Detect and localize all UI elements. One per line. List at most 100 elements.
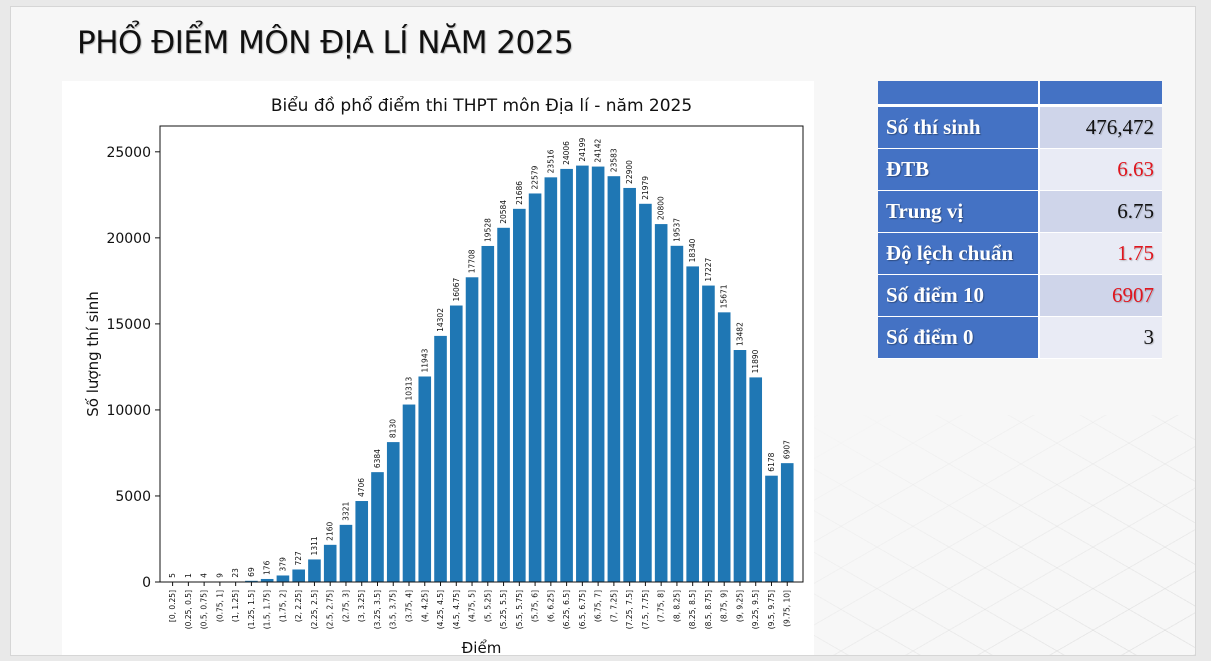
y-tick-label: 10000 xyxy=(106,403,151,419)
bar-value-label: 11890 xyxy=(751,349,760,373)
bar xyxy=(560,168,573,582)
x-tick-label: (6.25, 6.5] xyxy=(562,590,571,629)
bar xyxy=(339,524,353,582)
stats-row-candidates: Số thí sinh 476,472 xyxy=(878,107,1162,149)
bar xyxy=(528,193,542,582)
stats-row-mean: ĐTB 6.63 xyxy=(878,149,1162,191)
bar-value-label: 8130 xyxy=(389,419,398,438)
x-tick-label: (2.25, 2.5] xyxy=(310,590,319,629)
x-tick-label: (3, 3.25] xyxy=(357,590,366,622)
x-tick-label: (2.5, 2.75] xyxy=(326,590,335,629)
slide-title: PHỔ ĐIỂM MÔN ĐỊA LÍ NĂM 2025 xyxy=(77,25,574,61)
bar xyxy=(402,404,416,582)
bar-value-label: 21686 xyxy=(515,181,524,205)
x-axis-label: Điểm xyxy=(462,639,502,656)
x-tick-label: (9.75, 10] xyxy=(783,590,792,627)
bar xyxy=(323,544,337,582)
bar xyxy=(717,312,731,582)
x-tick-label: (2.75, 3] xyxy=(341,590,350,622)
y-tick-label: 25000 xyxy=(106,145,151,161)
x-tick-label: (0.5, 0.75] xyxy=(200,590,209,629)
bar xyxy=(513,208,526,582)
x-tick-label: (7.25, 7.5] xyxy=(625,590,634,629)
stats-row-score-10: Số điểm 10 6907 xyxy=(878,275,1162,317)
bar xyxy=(292,569,305,582)
bar xyxy=(481,245,495,583)
bar-value-label: 19537 xyxy=(672,218,681,242)
bar xyxy=(497,227,510,582)
bars-layer: 5 1 4 9 23 69 176 379 727 1311 2160 3321 4706 6384 813… xyxy=(166,138,794,583)
plot-frame xyxy=(159,125,804,583)
bar xyxy=(465,277,479,582)
x-tick-label: (5.25, 5.5] xyxy=(499,590,508,629)
x-tick-label: (5.5, 5.75] xyxy=(515,590,524,629)
bar xyxy=(276,575,290,582)
y-tick-label: 5000 xyxy=(115,489,151,505)
bar-value-label: 6384 xyxy=(373,449,382,468)
y-tick-label: 0 xyxy=(142,575,151,591)
x-tick-label: (8.5, 8.75] xyxy=(704,590,713,629)
bar-value-label: 9 xyxy=(215,573,224,578)
bar xyxy=(654,224,668,583)
bar xyxy=(371,472,384,582)
background-grid-decoration xyxy=(775,415,1195,655)
bar xyxy=(260,578,274,582)
bar-value-label: 176 xyxy=(263,560,272,575)
x-tick-label: (5.75, 6] xyxy=(531,590,540,622)
bar-value-label: 11943 xyxy=(420,348,429,372)
bar-value-label: 3321 xyxy=(341,502,350,521)
bar xyxy=(749,377,763,582)
bar-value-label: 22900 xyxy=(625,160,634,184)
bar xyxy=(386,442,400,582)
bar xyxy=(702,285,715,582)
bar xyxy=(245,580,258,582)
bar-value-label: 24006 xyxy=(562,141,571,165)
chart-title: Biểu đồ phổ điểm thi THPT môn Địa lí - n… xyxy=(271,95,692,116)
x-tick-label: (6.75, 7] xyxy=(594,590,603,622)
bar-value-label: 23 xyxy=(231,568,240,578)
stats-label: Số điểm 10 xyxy=(878,275,1040,317)
x-tick-label: (1.5, 1.75] xyxy=(263,590,272,629)
x-tick-label: [0, 0.25] xyxy=(168,590,177,622)
bar xyxy=(733,350,747,582)
bar-value-label: 23583 xyxy=(609,148,618,172)
stats-label: Số thí sinh xyxy=(878,107,1040,149)
bar xyxy=(686,266,699,582)
x-tick-label: (3.25, 3.5] xyxy=(373,590,382,629)
x-tick-label: (8.75, 9] xyxy=(720,590,729,622)
bar xyxy=(623,187,636,582)
bar-value-label: 22579 xyxy=(531,165,540,189)
bar-value-label: 17227 xyxy=(704,257,713,281)
stats-row-median: Trung vị 6.75 xyxy=(878,191,1162,233)
stats-value: 6.63 xyxy=(1040,149,1162,191)
bar-value-label: 1311 xyxy=(310,536,319,555)
bar xyxy=(607,176,621,583)
bar-value-label: 4706 xyxy=(357,478,366,497)
x-tick-label: (6, 6.25] xyxy=(546,590,555,622)
x-tick-label: (1, 1.25] xyxy=(231,590,240,622)
x-tick-label: (8, 8.25] xyxy=(672,590,681,622)
bar-chart: Biểu đồ phổ điểm thi THPT môn Địa lí - n… xyxy=(84,95,804,656)
x-tick-label: (4, 4.25] xyxy=(420,590,429,622)
x-tick-label: (8.25, 8.5] xyxy=(688,590,697,629)
x-tick-label: (3.75, 4] xyxy=(405,590,414,622)
bar-value-label: 23516 xyxy=(546,149,555,173)
stats-row-std-dev: Độ lệch chuẩn 1.75 xyxy=(878,233,1162,275)
x-tick-label: (5, 5.25] xyxy=(483,590,492,622)
bar-value-label: 6178 xyxy=(767,452,776,471)
bar xyxy=(670,245,684,582)
stats-header-row xyxy=(878,81,1162,107)
x-tick-label: (9.5, 9.75] xyxy=(767,590,776,629)
y-axis-label: Số lượng thí sinh xyxy=(84,291,102,416)
y-tick-label: 15000 xyxy=(106,317,151,333)
bar xyxy=(576,165,589,582)
x-tick-label: (4.75, 5] xyxy=(468,590,477,622)
bar-value-label: 13482 xyxy=(735,322,744,346)
bar xyxy=(544,177,558,582)
x-tick-label: (2, 2.25] xyxy=(294,590,303,622)
y-tick-label: 20000 xyxy=(106,231,151,247)
bar xyxy=(591,166,605,583)
bar-value-label: 379 xyxy=(278,557,287,572)
bar xyxy=(449,305,463,582)
bar xyxy=(355,501,369,582)
